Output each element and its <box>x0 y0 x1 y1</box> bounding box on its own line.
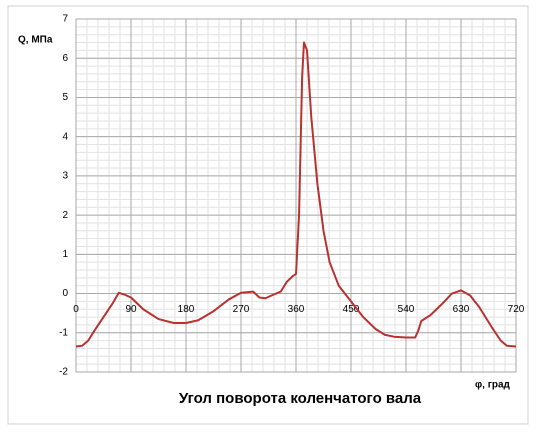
x-tick-label: 0 <box>73 304 79 315</box>
x-axis-title: φ, град <box>475 380 511 391</box>
grid: 0 90 180 270 360 450 540 630 720 -2 -1 0 1 2 3 4 5 6 7 <box>59 14 525 378</box>
y-tick-label: 6 <box>62 53 68 64</box>
y-tick-label: -2 <box>59 367 68 378</box>
data-line <box>75 41 517 348</box>
y-axis-title: Q, МПа <box>18 35 53 46</box>
y-tick-label: -1 <box>59 327 68 338</box>
y-tick-label: 4 <box>62 131 68 142</box>
x-tick-label: 270 <box>233 304 250 315</box>
y-tick-label: 0 <box>62 288 68 299</box>
y-tick-label: 3 <box>62 171 68 182</box>
x-tick-label: 90 <box>125 304 137 315</box>
x-tick-label: 720 <box>508 304 525 315</box>
x-tick-label: 540 <box>398 304 415 315</box>
x-tick-label: 360 <box>288 304 305 315</box>
y-tick-label: 1 <box>62 249 68 260</box>
y-tick-label: 7 <box>62 14 68 25</box>
y-tick-label: 2 <box>62 210 68 221</box>
y-tick-label: 5 <box>62 92 68 103</box>
x-tick-label: 630 <box>453 304 470 315</box>
x-tick-label: 450 <box>343 304 360 315</box>
x-tick-label: 180 <box>178 304 195 315</box>
plot <box>75 41 517 348</box>
x-axis-label: Угол поворота коленчатого вала <box>179 390 422 407</box>
